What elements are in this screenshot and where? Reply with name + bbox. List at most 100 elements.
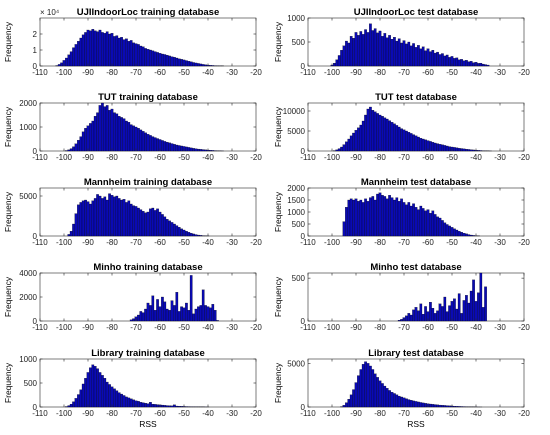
histogram-bar — [127, 41, 131, 67]
histogram-bar — [455, 406, 459, 408]
histogram-bar — [180, 59, 183, 67]
histogram-bar — [453, 147, 456, 152]
histogram-bar — [175, 57, 179, 67]
histogram-bar — [369, 106, 372, 152]
x-tick-label: -100 — [56, 238, 73, 247]
x-tick-label: -110 — [32, 238, 48, 247]
histogram-bar — [467, 61, 471, 67]
x-tick-label: -20 — [250, 409, 262, 418]
histogram-bar — [419, 138, 423, 152]
histogram-bar — [151, 50, 155, 67]
y-axis-label: Frequency — [3, 106, 13, 147]
histogram-bar — [433, 313, 437, 322]
histogram-bar — [371, 196, 375, 237]
histogram-bar — [180, 145, 183, 152]
histogram-bar — [381, 36, 384, 67]
x-tick-label: -100 — [324, 323, 341, 332]
chart-title: Library test database — [368, 348, 464, 359]
histogram-bar — [105, 381, 109, 408]
histogram-bar — [204, 305, 207, 322]
bar-series — [333, 106, 492, 152]
x-tick-label: -70 — [130, 153, 142, 162]
histogram-bar — [161, 404, 164, 408]
histogram-bar — [79, 136, 83, 152]
histogram-bar — [448, 225, 451, 237]
histogram-bar — [385, 37, 389, 67]
histogram-bar — [441, 220, 444, 237]
histogram-bar — [337, 148, 341, 152]
histogram-bar — [170, 222, 174, 237]
x-tick-label: -60 — [422, 323, 434, 332]
histogram-bar — [209, 150, 212, 152]
histogram-bar — [409, 45, 413, 67]
histogram-bar — [84, 128, 87, 152]
histogram-bar — [137, 207, 140, 237]
histogram-bar — [340, 146, 343, 152]
bar-series — [65, 102, 224, 152]
histogram-bar — [397, 126, 401, 152]
histogram-bar — [117, 198, 121, 237]
histogram-bar — [84, 199, 87, 237]
x-tick-label: -40 — [470, 238, 482, 247]
y-tick-label: 0 — [33, 147, 38, 156]
histogram-bar — [361, 202, 365, 237]
histogram-bar — [129, 40, 133, 67]
y-tick-label: 0 — [33, 62, 38, 71]
histogram-bar — [385, 388, 389, 408]
histogram-bar — [146, 49, 150, 67]
histogram-bar — [371, 369, 375, 408]
histogram-bar — [192, 62, 195, 67]
histogram-bar — [393, 393, 396, 408]
histogram-bar — [91, 120, 95, 152]
chart-panel-8: -110 -100 -90 -80 -70 -60 -50 -40 -30 -20 0 500 Minh… — [273, 262, 530, 332]
histogram-bar — [204, 149, 207, 152]
histogram-bar — [144, 48, 147, 67]
histogram-bar — [187, 147, 191, 152]
histogram-bar — [108, 110, 111, 152]
x-tick-label: -60 — [154, 68, 166, 77]
histogram-bar — [373, 28, 377, 67]
histogram-bar — [352, 38, 355, 67]
x-tick-label: -50 — [446, 153, 458, 162]
x-tick-label: -80 — [106, 153, 118, 162]
histogram-bar — [105, 105, 109, 152]
histogram-bar — [342, 144, 346, 152]
histogram-bar — [185, 146, 188, 152]
histogram-bar — [433, 52, 437, 67]
histogram-bar — [376, 193, 379, 237]
y-tick-label: 10000 — [283, 107, 306, 116]
y-axis-label: Frequency — [3, 21, 13, 62]
histogram-bar — [86, 201, 90, 237]
histogram-bar — [101, 102, 104, 152]
x-tick-label: -40 — [202, 409, 214, 418]
histogram-bar — [177, 311, 181, 322]
histogram-bar — [141, 131, 145, 152]
histogram-bar — [139, 45, 143, 67]
histogram-bar — [139, 402, 143, 408]
x-tick-label: -80 — [374, 409, 386, 418]
y-tick-label: 0 — [301, 403, 306, 412]
histogram-bar — [443, 296, 447, 322]
histogram-bar — [455, 57, 459, 67]
x-tick-label: -100 — [56, 323, 73, 332]
x-tick-label: -60 — [422, 68, 434, 77]
x-tick-label: -50 — [178, 68, 190, 77]
histogram-bar — [424, 210, 427, 237]
histogram-bar — [141, 402, 145, 408]
x-tick-label: -100 — [56, 409, 73, 418]
histogram-bar — [173, 144, 176, 152]
x-tick-label: -70 — [398, 238, 410, 247]
histogram-bar — [445, 311, 449, 322]
histogram-bar — [462, 60, 466, 67]
histogram-bar — [349, 198, 353, 237]
histogram-bar — [132, 42, 135, 67]
histogram-bar — [137, 44, 140, 67]
histogram-bar — [354, 382, 358, 408]
histogram-bar — [69, 403, 73, 408]
histogram-bar — [397, 320, 401, 322]
x-tick-label: -50 — [178, 409, 190, 418]
histogram-bar — [165, 54, 169, 67]
histogram-bar — [397, 38, 401, 67]
histogram-bar — [161, 53, 164, 67]
histogram-bar — [98, 372, 102, 408]
